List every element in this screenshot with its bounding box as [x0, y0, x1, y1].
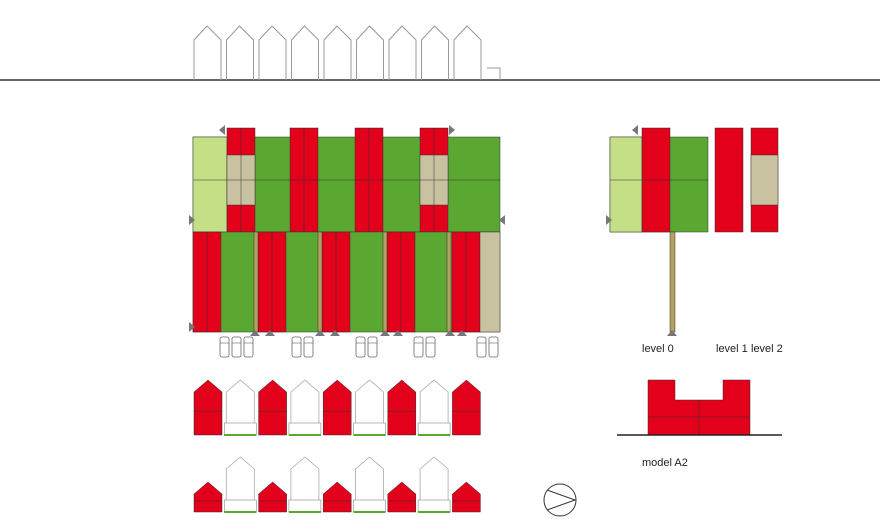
house-outline [388, 25, 417, 80]
terrace [288, 422, 322, 436]
house-section [355, 456, 384, 512]
house-section [290, 379, 320, 435]
entrance-marker [380, 330, 390, 336]
terrace [224, 499, 257, 513]
car [219, 336, 230, 358]
courtyard [479, 231, 501, 333]
entrance-marker [606, 215, 612, 225]
house-section [193, 379, 223, 436]
entrance-marker [667, 330, 677, 336]
house-section [225, 379, 255, 435]
compass [543, 483, 577, 517]
car [231, 336, 242, 358]
car [476, 336, 487, 358]
car [425, 336, 436, 358]
house-section [322, 481, 352, 513]
house-section [452, 481, 481, 513]
house-section [322, 379, 352, 436]
house-section [452, 379, 481, 436]
house-section [193, 481, 223, 513]
entrance-marker [393, 330, 403, 336]
house-section [290, 456, 320, 512]
path [446, 231, 452, 333]
car [303, 336, 314, 358]
house-section [258, 481, 287, 513]
house-outline [323, 25, 352, 80]
compass-arrow [546, 489, 577, 511]
entrance-marker [330, 330, 340, 336]
house-outline [487, 67, 501, 80]
car [488, 336, 499, 358]
house-section [225, 456, 255, 512]
entrance-marker [499, 215, 505, 225]
entrance-marker [315, 330, 325, 336]
house-outline [291, 25, 319, 80]
house-section [258, 379, 287, 436]
terrace [224, 422, 257, 436]
house-section [355, 379, 384, 435]
path [669, 231, 676, 333]
car [291, 336, 302, 358]
house-outline [258, 25, 287, 80]
car [367, 336, 378, 358]
house-outline [193, 25, 222, 80]
path [382, 231, 388, 333]
terrace [417, 422, 451, 436]
entrance-marker [632, 125, 638, 135]
car [243, 336, 254, 358]
house-outline [421, 25, 449, 80]
courtyard [750, 154, 779, 206]
house-outline [453, 25, 482, 80]
terrace [353, 499, 386, 513]
garden [192, 136, 228, 233]
entrance-marker [457, 330, 467, 336]
house-outline [226, 25, 254, 80]
entrance-marker [445, 330, 455, 336]
entrance-marker [189, 322, 195, 332]
house-plan [714, 127, 744, 233]
house-section [419, 456, 449, 512]
entrance-marker [250, 330, 260, 336]
entrance-marker [265, 330, 275, 336]
terrace [417, 499, 451, 513]
house-section [419, 379, 449, 435]
level-label: level 1 [716, 343, 748, 355]
house-outline [356, 25, 384, 80]
level-label: level 2 [751, 343, 783, 355]
entrance-marker [449, 125, 455, 135]
terrace [353, 422, 386, 436]
entrance-marker [189, 215, 195, 225]
garden [609, 136, 643, 233]
car [355, 336, 366, 358]
terrace [288, 499, 322, 513]
car [413, 336, 424, 358]
path [317, 231, 323, 333]
house-section [387, 379, 417, 436]
model-label: model A2 [642, 457, 688, 469]
entrance-marker [219, 125, 225, 135]
level-label: level 0 [642, 343, 674, 355]
house-section [387, 481, 417, 513]
layout [189, 25, 782, 517]
path [253, 231, 259, 333]
